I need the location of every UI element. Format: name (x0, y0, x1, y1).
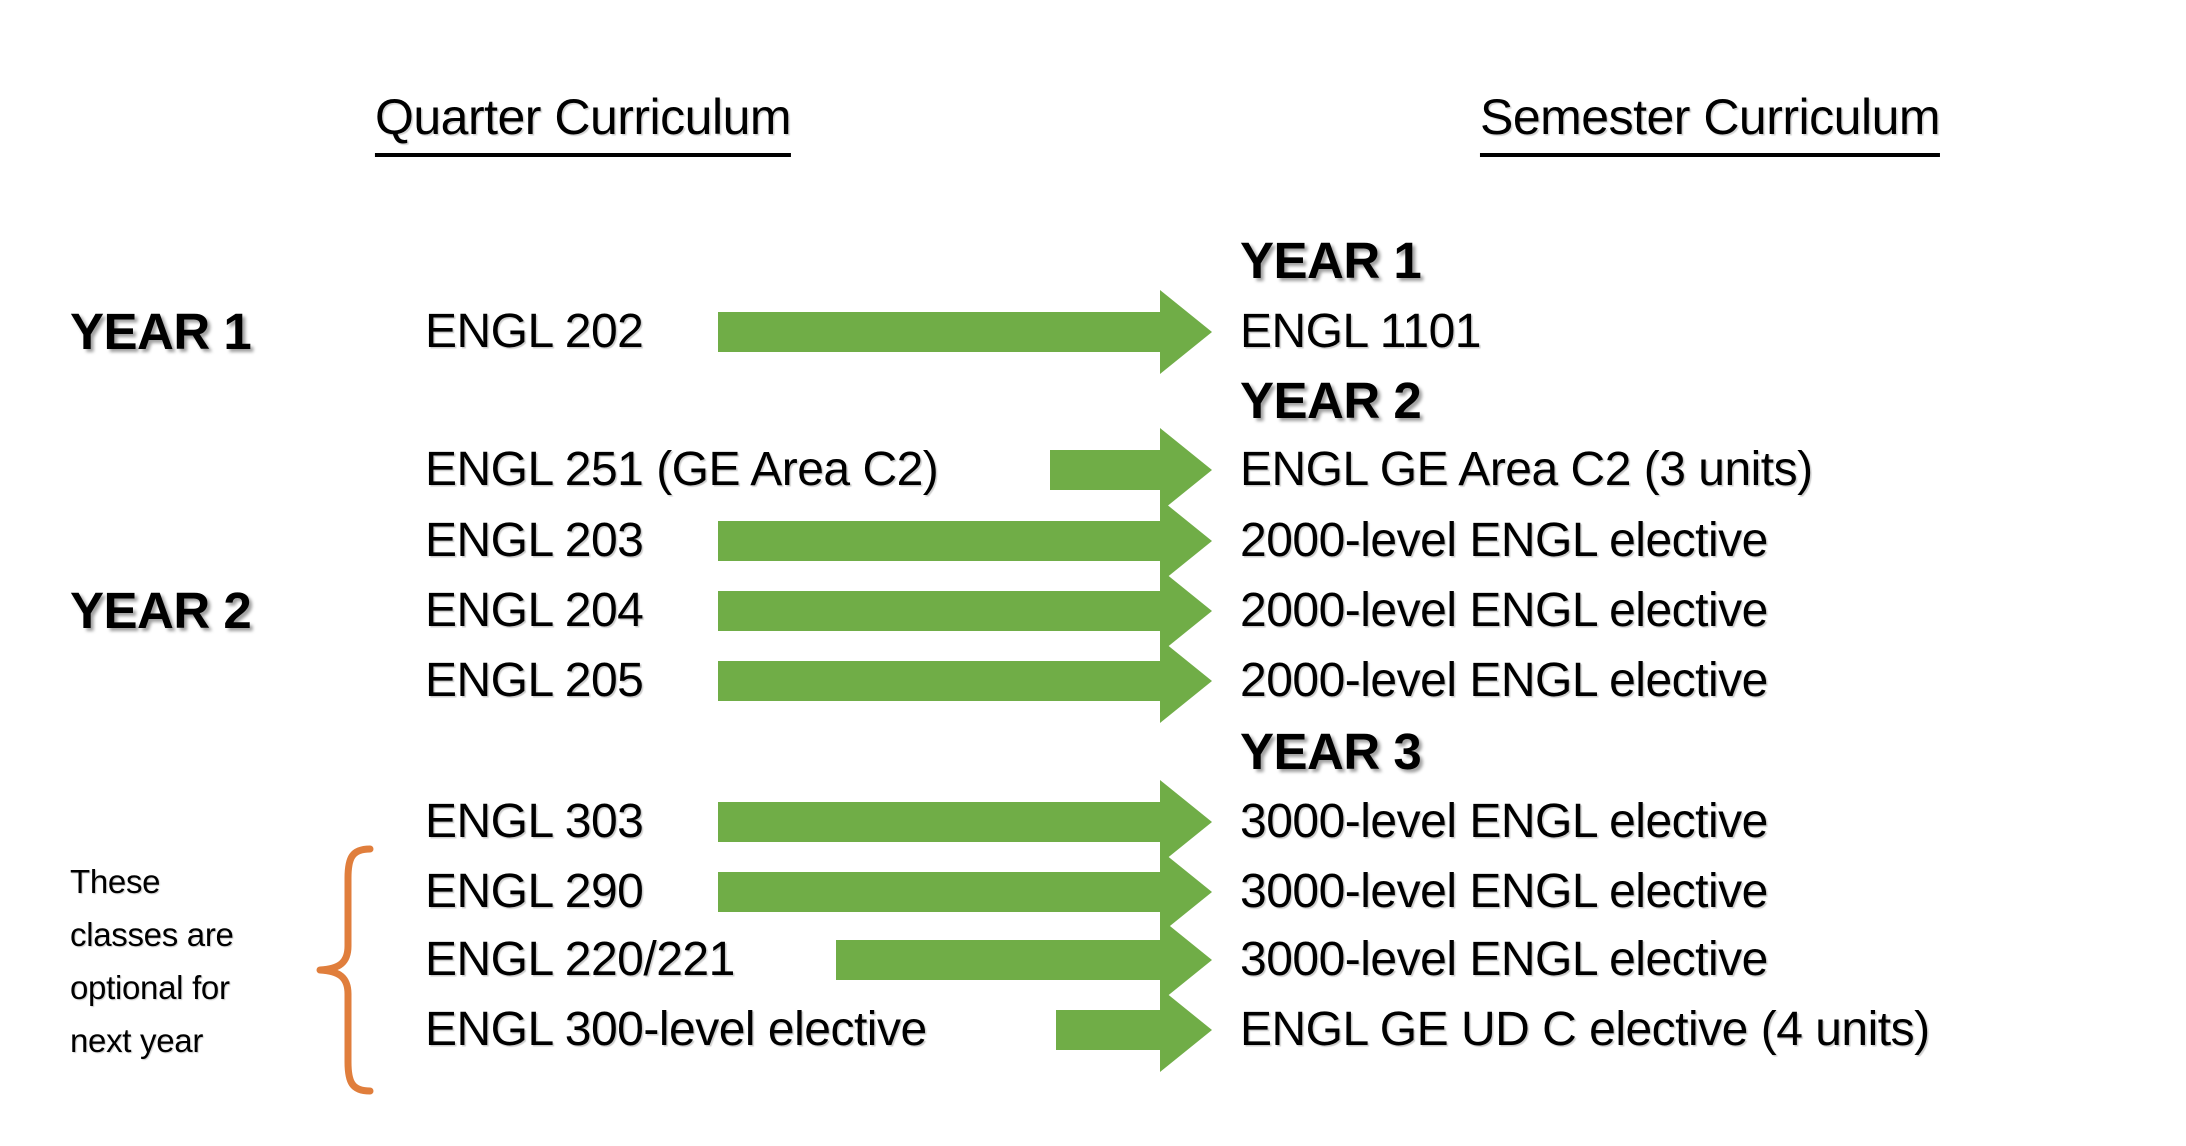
note-line: optional for (70, 969, 230, 1006)
arrow-right-icon-engl251 (1050, 428, 1212, 512)
arrow-right-icon-engl300-elective (1056, 988, 1212, 1072)
arrow-shaft (718, 872, 1162, 912)
semester-course-3000-elective-3: 3000-level ENGL elective (1240, 933, 1768, 986)
arrow-shaft (1050, 450, 1162, 490)
quarter-course-engl-205: ENGL 205 (425, 654, 644, 707)
arrow-shaft (718, 591, 1162, 631)
quarter-course-engl-220-221: ENGL 220/221 (425, 933, 735, 986)
arrow-head (1160, 988, 1212, 1072)
semester-course-2000-elective-3: 2000-level ENGL elective (1240, 654, 1768, 707)
semester-course-3000-elective-1: 3000-level ENGL elective (1240, 795, 1768, 848)
arrow-shaft (718, 802, 1162, 842)
arrow-shaft (1056, 1010, 1162, 1050)
quarter-course-engl-251: ENGL 251 (GE Area C2) (425, 443, 939, 496)
arrow-right-icon-engl220-221 (836, 918, 1212, 1002)
quarter-course-engl-203: ENGL 203 (425, 514, 644, 567)
semester-course-2000-elective-2: 2000-level ENGL elective (1240, 584, 1768, 637)
arrow-head (1160, 428, 1212, 512)
quarter-curriculum-header: Quarter Curriculum (374, 88, 792, 157)
arrow-head (1160, 639, 1212, 723)
quarter-year-1-label: YEAR 1 (70, 303, 252, 360)
note-line: These (70, 863, 161, 900)
quarter-course-engl-300-level-elective: ENGL 300-level elective (425, 1003, 927, 1056)
semester-year-1-header: YEAR 1 (1240, 232, 1422, 289)
arrow-shaft (718, 312, 1162, 352)
semester-course-2000-elective-1: 2000-level ENGL elective (1240, 514, 1768, 567)
note-line: next year (70, 1022, 204, 1059)
semester-course-ge-ud-c-elective: ENGL GE UD C elective (4 units) (1240, 1003, 1930, 1056)
optional-classes-note: These classes are optional for next year (70, 855, 234, 1067)
arrow-head (1160, 290, 1212, 374)
semester-course-ge-area-c2: ENGL GE Area C2 (3 units) (1240, 443, 1813, 496)
quarter-course-engl-290: ENGL 290 (425, 865, 644, 918)
quarter-year-2-label: YEAR 2 (70, 582, 252, 639)
quarter-course-engl-204: ENGL 204 (425, 584, 644, 637)
quarter-curriculum-header-text: Quarter Curriculum (374, 88, 792, 157)
semester-year-3-header: YEAR 3 (1240, 723, 1422, 780)
arrow-right-icon-engl202 (718, 290, 1212, 374)
curly-brace-icon (316, 845, 374, 1095)
arrow-shaft (718, 521, 1162, 561)
semester-course-3000-elective-2: 3000-level ENGL elective (1240, 865, 1768, 918)
arrow-right-icon-engl204 (718, 569, 1212, 653)
arrow-shaft (718, 661, 1162, 701)
quarter-course-engl-202: ENGL 202 (425, 305, 644, 358)
semester-curriculum-header: Semester Curriculum (1479, 88, 1941, 157)
note-line: classes are (70, 916, 234, 953)
semester-course-engl-1101: ENGL 1101 (1240, 305, 1481, 358)
arrow-shaft (836, 940, 1162, 980)
semester-curriculum-header-text: Semester Curriculum (1479, 88, 1941, 157)
arrow-right-icon-engl205 (718, 639, 1212, 723)
semester-year-2-header: YEAR 2 (1240, 372, 1422, 429)
quarter-course-engl-303: ENGL 303 (425, 795, 644, 848)
